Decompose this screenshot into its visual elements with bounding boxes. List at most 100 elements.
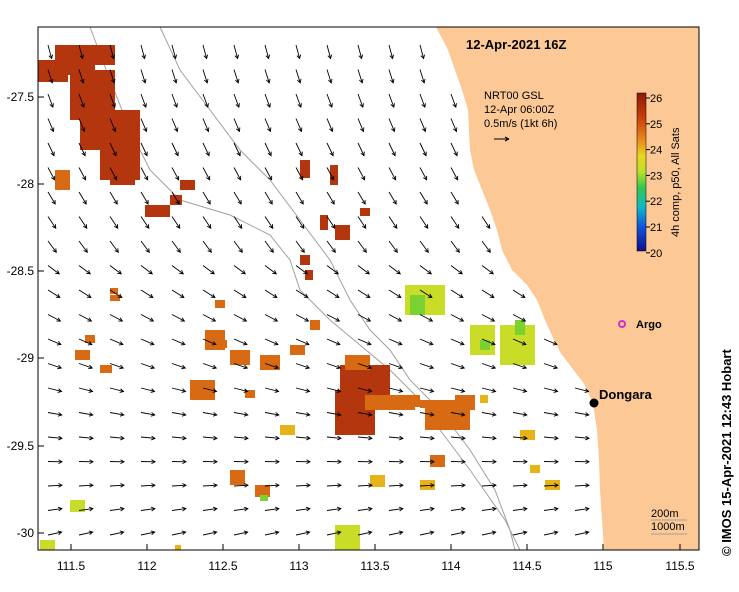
current-arrowhead-icon xyxy=(179,270,184,275)
current-arrowhead-icon xyxy=(489,270,494,275)
current-arrowhead-icon xyxy=(328,78,333,84)
current-arrowhead-icon xyxy=(367,530,373,535)
current-arrowhead-icon xyxy=(120,459,125,465)
sst-patch xyxy=(420,400,430,408)
current-arrowhead-icon xyxy=(81,151,86,157)
current-arrow xyxy=(78,240,88,253)
current-arrowhead-icon xyxy=(453,151,458,157)
current-arrowhead-icon xyxy=(57,530,63,535)
current-arrow xyxy=(78,191,87,205)
current-arrow xyxy=(388,118,395,132)
current-arrow xyxy=(47,508,62,511)
current-arrow xyxy=(295,363,310,369)
current-arrowhead-icon xyxy=(176,248,181,254)
current-arrow xyxy=(171,240,181,253)
current-arrowhead-icon xyxy=(459,341,465,346)
y-tick-label: -27.5 xyxy=(7,90,35,104)
current-arrowhead-icon xyxy=(111,103,116,109)
current-arrow xyxy=(109,484,125,487)
current-arrowhead-icon xyxy=(305,364,311,370)
current-arrow xyxy=(326,387,341,392)
current-arrowhead-icon xyxy=(460,388,466,393)
current-arrowhead-icon xyxy=(367,412,373,417)
current-arrow xyxy=(202,44,208,59)
current-arrowhead-icon xyxy=(491,388,497,393)
current-arrowhead-icon xyxy=(428,317,434,322)
current-arrow xyxy=(171,118,178,132)
current-arrow xyxy=(202,412,217,416)
current-arrow xyxy=(171,265,184,275)
current-arrowhead-icon xyxy=(460,364,466,370)
current-arrow xyxy=(140,167,149,181)
current-arrow xyxy=(47,314,61,322)
current-arrowhead-icon xyxy=(175,199,180,205)
current-arrow xyxy=(202,216,212,229)
current-arrowhead-icon xyxy=(391,127,396,133)
current-arrowhead-icon xyxy=(51,175,56,181)
current-arrow xyxy=(481,387,496,392)
current-arrow xyxy=(450,338,465,345)
sst-patch xyxy=(230,470,245,485)
current-arrow xyxy=(264,508,279,511)
current-arrowhead-icon xyxy=(179,293,185,298)
current-arrowhead-icon xyxy=(58,435,63,441)
current-arrow xyxy=(78,44,84,59)
current-arrowhead-icon xyxy=(523,483,528,488)
current-arrowhead-icon xyxy=(142,78,147,84)
current-arrowhead-icon xyxy=(174,127,179,133)
current-arrowhead-icon xyxy=(119,530,125,535)
current-arrowhead-icon xyxy=(145,224,150,229)
current-arrow xyxy=(233,314,247,322)
current-arrowhead-icon xyxy=(176,224,181,229)
current-arrow xyxy=(202,265,215,275)
current-arrow xyxy=(47,412,62,416)
current-arrowhead-icon xyxy=(392,199,397,205)
x-tick-label: 112.5 xyxy=(208,559,237,573)
current-arrowhead-icon xyxy=(331,248,336,254)
current-arrow xyxy=(326,436,341,439)
current-arrow xyxy=(295,167,304,181)
current-arrow xyxy=(233,484,249,487)
current-arrowhead-icon xyxy=(267,151,272,157)
current-arrow xyxy=(419,338,434,345)
current-arrowhead-icon xyxy=(522,506,528,512)
current-arrowhead-icon xyxy=(521,317,527,322)
current-arrow xyxy=(171,338,186,345)
current-arrow xyxy=(109,265,122,275)
current-arrow xyxy=(171,484,187,487)
current-arrowhead-icon xyxy=(237,175,242,181)
current-arrow xyxy=(47,289,61,298)
current-arrow xyxy=(388,387,403,392)
sst-patch xyxy=(290,345,305,355)
current-arrowhead-icon xyxy=(429,412,435,417)
current-arrow xyxy=(388,240,398,253)
sst-patch xyxy=(255,485,270,497)
current-arrowhead-icon xyxy=(429,388,435,393)
current-arrow xyxy=(47,69,53,83)
current-arrowhead-icon xyxy=(212,506,218,512)
current-arrow xyxy=(512,531,527,536)
current-arrowhead-icon xyxy=(430,483,435,488)
sst-patch xyxy=(370,475,385,487)
sst-patch xyxy=(345,355,370,370)
current-arrow xyxy=(264,265,277,275)
sst-patch xyxy=(430,455,445,467)
current-arrow xyxy=(481,338,496,345)
sst-patch xyxy=(530,465,540,473)
current-arrowhead-icon xyxy=(274,364,280,370)
current-arrowhead-icon xyxy=(553,364,559,370)
current-arrowhead-icon xyxy=(119,506,125,512)
current-arrowhead-icon xyxy=(489,293,495,298)
sst-patch xyxy=(335,525,360,550)
current-arrow xyxy=(47,240,57,253)
current-arrow xyxy=(140,484,156,487)
current-arrowhead-icon xyxy=(274,506,280,512)
current-arrowhead-icon xyxy=(335,317,341,322)
current-arrowhead-icon xyxy=(88,506,94,512)
current-arrow xyxy=(264,338,279,345)
current-arrow xyxy=(109,387,124,392)
current-arrow xyxy=(357,508,372,511)
current-arrow xyxy=(264,191,273,205)
sst-patch xyxy=(310,320,320,330)
